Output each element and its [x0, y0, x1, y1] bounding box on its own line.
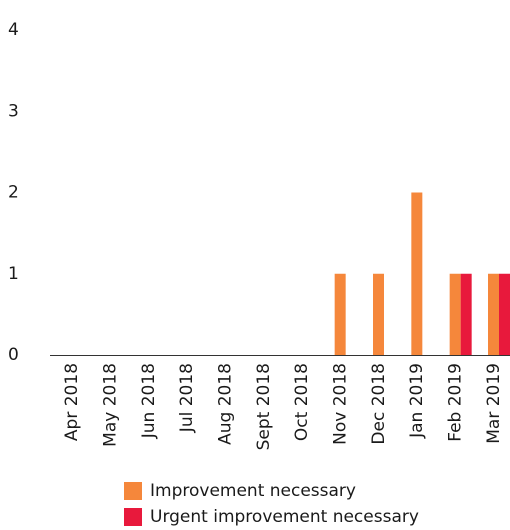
legend-item-urgent: Urgent improvement necessary — [124, 504, 419, 530]
bar-chart: 0 1 2 3 4 Apr 2018 May 2018 Jun 2018 Jul 2018 Au… — [8, 20, 510, 450]
legend-label-improvement: Improvement necessary — [150, 481, 356, 501]
y-tick-label: 2 — [8, 183, 19, 203]
y-tick-label: 1 — [8, 264, 19, 284]
legend-label-urgent: Urgent improvement necessary — [150, 507, 419, 527]
y-tick-label: 0 — [8, 345, 19, 365]
bar-improvement-7 — [334, 273, 346, 355]
x-tick-label: Jan 2019 — [407, 363, 427, 439]
x-tick-label: Oct 2018 — [292, 363, 312, 441]
x-tick-label: Nov 2018 — [331, 363, 351, 445]
y-tick-label: 4 — [8, 20, 19, 40]
bars — [334, 192, 510, 355]
x-tick-label: Mar 2019 — [484, 363, 504, 444]
x-tick-label: Feb 2019 — [446, 363, 466, 442]
bar-improvement-11 — [488, 273, 499, 355]
x-axis-ticks: Apr 2018 May 2018 Jun 2018 Jul 2018 Aug 2018… — [62, 363, 504, 450]
x-tick-label: May 2018 — [101, 363, 121, 447]
x-tick-label: Jul 2018 — [177, 363, 197, 433]
bar-urgent-11 — [499, 273, 510, 355]
bar-improvement-9 — [411, 192, 423, 355]
y-tick-label: 3 — [8, 101, 19, 121]
y-axis-ticks: 0 1 2 3 4 — [8, 20, 19, 365]
bar-urgent-10 — [460, 273, 472, 355]
legend-swatch-urgent — [124, 508, 142, 526]
legend-item-improvement: Improvement necessary — [124, 478, 419, 504]
bar-improvement-8 — [373, 273, 384, 355]
bar-improvement-10 — [449, 273, 461, 355]
x-tick-label: Jun 2018 — [139, 363, 159, 439]
x-tick-label: Aug 2018 — [216, 363, 236, 445]
legend: Improvement necessary Urgent improvement… — [124, 478, 419, 530]
x-tick-label: Apr 2018 — [62, 363, 82, 441]
x-tick-label: Dec 2018 — [369, 363, 389, 445]
legend-swatch-improvement — [124, 482, 142, 500]
x-tick-label: Sept 2018 — [254, 363, 274, 450]
